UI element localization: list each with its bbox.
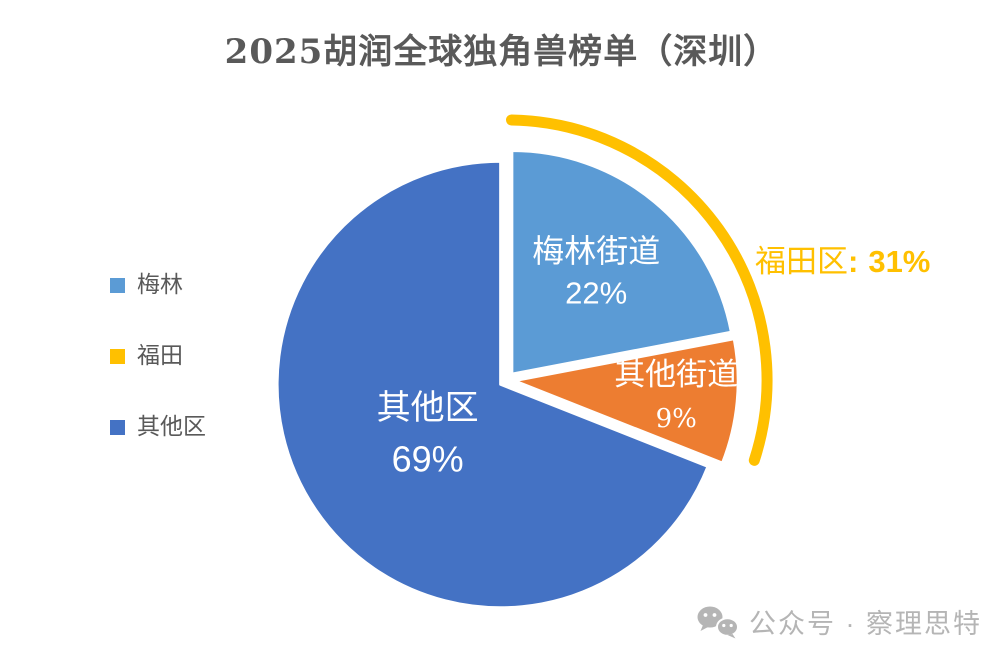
futian-annotation: 福田区: 31% (755, 236, 930, 281)
pie-slice-2 (276, 160, 709, 609)
slice-label-0: 梅林街道 (532, 232, 660, 270)
watermark: 公众号 · 察理思特 (696, 602, 982, 641)
callout-arc (506, 114, 773, 466)
slice-label-2: 其他区 (377, 388, 479, 428)
annotation-value: 31% (868, 244, 931, 279)
legend-swatch-0 (110, 277, 125, 293)
legend: 梅林 福田 其他区 (110, 273, 206, 439)
legend-label-2: 其他区 (137, 414, 206, 440)
legend-item-0: 梅林 (110, 273, 206, 297)
legend-item-1: 福田 (110, 344, 206, 368)
watermark-text: 公众号 · 察理思特 (749, 609, 982, 639)
wechat-icon (697, 606, 739, 638)
slice-label-1: 其他街道 (614, 357, 738, 393)
annotation-separator: : (848, 244, 859, 279)
legend-swatch-2 (110, 419, 125, 435)
slice-percent-1: 9% (656, 404, 697, 434)
pie-slice-1 (513, 337, 740, 465)
legend-label-1: 福田 (137, 343, 183, 369)
legend-swatch-1 (110, 348, 125, 364)
pie-slice-0 (510, 149, 733, 376)
chart-title: 2025胡润全球独角兽榜单（深圳） (224, 32, 779, 72)
legend-item-2: 其他区 (110, 415, 206, 439)
legend-label-0: 梅林 (137, 272, 183, 298)
slice-percent-0: 22% (565, 276, 627, 311)
slice-percent-2: 69% (392, 439, 464, 480)
annotation-label: 福田区 (755, 244, 848, 280)
